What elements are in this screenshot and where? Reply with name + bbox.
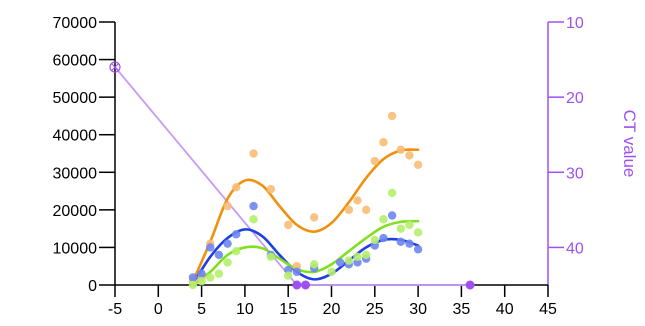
x-tick-label: 15 <box>279 301 297 318</box>
orange-data-point <box>413 160 423 169</box>
blue-data-point <box>379 233 388 243</box>
y-tick-label: 20000 <box>53 203 98 220</box>
right-y-axis: 10 20 30 40 <box>547 15 584 285</box>
blue-data-point <box>387 211 397 220</box>
orange-data-point <box>396 145 405 154</box>
green-data-point <box>379 215 388 224</box>
green-data-point <box>197 277 206 286</box>
orange-data-point <box>284 220 293 230</box>
blue-data-point <box>335 258 345 267</box>
green-fit-curve <box>191 219 420 287</box>
orange-data-point <box>361 205 371 215</box>
ct-point <box>109 61 121 73</box>
orange-data-point <box>353 196 362 205</box>
blue-data-point <box>292 267 302 277</box>
orange-data-point <box>266 184 276 194</box>
blue-data-point <box>232 230 241 239</box>
x-axis: -5 0 5 10 15 20 25 30 35 40 45 <box>108 284 557 318</box>
green-data-point <box>370 235 379 245</box>
ct-point-cross <box>111 63 119 71</box>
orange-data-point <box>405 151 414 160</box>
blue-data-point <box>197 269 206 278</box>
blue-data-point <box>405 239 414 248</box>
x-tick-label: 5 <box>197 301 206 318</box>
orange-data-point <box>249 149 258 158</box>
y-tick-label: 0 <box>88 278 97 295</box>
x-tick-label: -5 <box>108 301 122 318</box>
y2-tick-label: 10 <box>566 15 584 32</box>
ct-point <box>292 280 302 290</box>
x-tick-label: 10 <box>236 301 254 318</box>
y2-axis-title: CT value <box>620 110 639 178</box>
orange-data-point <box>232 183 241 192</box>
green-data-point <box>327 267 336 277</box>
green-data-point <box>284 271 293 280</box>
orange-data-point <box>309 213 319 222</box>
green-data-point <box>266 252 276 262</box>
green-data-point <box>405 220 414 230</box>
x-tick-label: 45 <box>539 301 557 318</box>
y-tick-label: 60000 <box>53 53 98 70</box>
data-points <box>188 111 423 290</box>
x-tick-label: 40 <box>496 301 514 318</box>
green-data-point <box>249 215 258 224</box>
y-tick-label: 30000 <box>53 165 98 182</box>
green-data-point <box>309 260 319 269</box>
orange-data-point <box>387 111 397 121</box>
left-y-axis: 0 10000 20000 30000 40000 50000 60000 70000 <box>53 15 116 295</box>
green-data-point <box>353 252 362 262</box>
y-tick-label: 10000 <box>53 240 98 257</box>
green-data-point <box>396 224 405 233</box>
x-tick-label: 0 <box>154 301 163 318</box>
orange-data-point <box>223 201 232 211</box>
blue-data-point <box>249 201 258 211</box>
blue-data-point <box>413 245 423 254</box>
x-tick-label: 30 <box>409 301 427 318</box>
orange-data-point <box>370 156 379 166</box>
green-data-point <box>413 228 423 237</box>
green-data-point <box>188 280 198 290</box>
y-tick-label: 50000 <box>53 90 98 107</box>
ct-point <box>465 280 475 290</box>
y2-tick-label: 20 <box>566 90 584 107</box>
blue-data-point <box>206 243 215 252</box>
blue-data-point <box>223 239 232 248</box>
blue-data-point <box>214 250 224 260</box>
y-tick-label: 40000 <box>53 128 98 145</box>
green-data-point <box>223 258 232 267</box>
green-data-point <box>214 269 224 278</box>
ct-series <box>109 61 475 290</box>
green-data-point <box>387 188 397 198</box>
blue-data-point <box>396 237 405 246</box>
orange-data-point <box>344 205 354 215</box>
orange-fit-curve <box>191 148 420 283</box>
green-data-point <box>361 250 371 260</box>
x-tick-label: 35 <box>453 301 471 318</box>
ct-point <box>301 280 311 290</box>
green-data-point <box>232 246 241 256</box>
x-tick-label: 20 <box>323 301 341 318</box>
y2-tick-label: 30 <box>566 165 584 182</box>
orange-data-point <box>379 138 388 147</box>
y2-tick-label: 40 <box>566 240 584 257</box>
green-data-point <box>206 273 215 282</box>
green-data-point <box>344 256 354 265</box>
y-tick-label: 70000 <box>53 15 98 32</box>
x-tick-label: 25 <box>366 301 384 318</box>
blue-data-point <box>188 273 198 282</box>
